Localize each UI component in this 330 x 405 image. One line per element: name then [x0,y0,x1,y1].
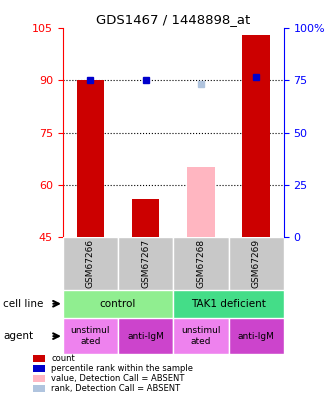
Text: cell line: cell line [3,299,44,309]
Title: GDS1467 / 1448898_at: GDS1467 / 1448898_at [96,13,250,26]
Bar [63,237,118,290]
Text: value, Detection Call = ABSENT: value, Detection Call = ABSENT [51,374,184,383]
Bar [242,35,270,237]
Text: anti-IgM: anti-IgM [127,332,164,341]
Bar [77,81,104,237]
Bar [187,167,215,237]
Text: unstimul
ated: unstimul ated [71,326,110,346]
Bar [173,290,284,318]
Bar [228,237,284,290]
Text: rank, Detection Call = ABSENT: rank, Detection Call = ABSENT [51,384,180,393]
Text: GSM67269: GSM67269 [252,239,261,288]
Bar [63,318,118,354]
Text: GSM67267: GSM67267 [141,239,150,288]
Bar [118,237,173,290]
Bar [173,318,228,354]
Bar [132,199,159,237]
Bar [228,318,284,354]
Text: GSM67268: GSM67268 [196,239,205,288]
Bar [173,237,228,290]
Text: percentile rank within the sample: percentile rank within the sample [51,364,193,373]
Text: agent: agent [3,331,33,341]
Bar [118,318,173,354]
Text: count: count [51,354,75,363]
Bar [63,290,173,318]
Text: anti-IgM: anti-IgM [238,332,275,341]
Text: GSM67266: GSM67266 [86,239,95,288]
Text: TAK1 deficient: TAK1 deficient [191,299,266,309]
Text: unstimul
ated: unstimul ated [181,326,221,346]
Text: control: control [100,299,136,309]
